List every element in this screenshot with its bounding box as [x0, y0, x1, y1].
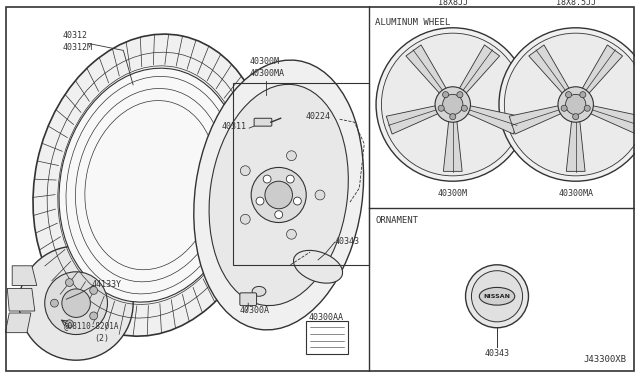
Circle shape [504, 33, 640, 176]
Text: ORNAMENT: ORNAMENT [375, 216, 418, 225]
Text: 40300MA: 40300MA [558, 189, 593, 198]
Circle shape [381, 33, 524, 176]
Text: 40311: 40311 [221, 122, 246, 131]
Text: 40343: 40343 [335, 237, 360, 246]
Circle shape [558, 87, 593, 122]
Polygon shape [590, 106, 640, 134]
Text: J43300XB: J43300XB [584, 355, 627, 364]
Circle shape [443, 92, 449, 98]
Circle shape [435, 87, 470, 122]
Text: 40300M: 40300M [438, 189, 468, 198]
Bar [234, 83, 369, 265]
Polygon shape [566, 121, 585, 171]
Circle shape [286, 175, 294, 183]
Text: 40300M: 40300M [249, 57, 279, 66]
Polygon shape [444, 121, 462, 171]
Text: NISSAN: NISSAN [483, 294, 511, 299]
Circle shape [263, 175, 271, 183]
Text: 40312M: 40312M [62, 42, 92, 52]
Ellipse shape [59, 68, 243, 302]
Polygon shape [12, 266, 36, 285]
Text: 40300A: 40300A [239, 306, 269, 315]
Circle shape [45, 272, 108, 334]
Circle shape [19, 246, 133, 360]
Text: 44133Y: 44133Y [92, 279, 122, 289]
Circle shape [443, 94, 463, 115]
Polygon shape [7, 288, 35, 311]
Circle shape [457, 92, 463, 98]
Circle shape [241, 214, 250, 224]
Text: 18X8.5JJ: 18X8.5JJ [556, 0, 596, 7]
Text: (2): (2) [94, 334, 109, 343]
Circle shape [65, 279, 74, 286]
Circle shape [376, 28, 529, 181]
Circle shape [561, 105, 567, 111]
Polygon shape [582, 45, 623, 94]
Circle shape [90, 286, 97, 294]
Circle shape [438, 105, 444, 111]
Text: 40300MA: 40300MA [249, 69, 284, 78]
Circle shape [256, 197, 264, 205]
Polygon shape [509, 106, 561, 134]
Circle shape [275, 211, 283, 219]
Circle shape [251, 167, 306, 222]
Circle shape [472, 271, 523, 322]
Ellipse shape [479, 288, 515, 305]
Circle shape [62, 289, 90, 317]
Circle shape [287, 230, 296, 239]
Polygon shape [5, 313, 31, 333]
Circle shape [580, 92, 586, 98]
Circle shape [584, 105, 590, 111]
Circle shape [315, 190, 325, 200]
Ellipse shape [194, 60, 364, 330]
Ellipse shape [294, 250, 342, 283]
Polygon shape [467, 106, 519, 134]
Ellipse shape [33, 34, 269, 336]
Polygon shape [459, 45, 500, 94]
Text: 18X8JJ: 18X8JJ [438, 0, 468, 7]
Text: 40312: 40312 [62, 31, 87, 40]
FancyBboxPatch shape [254, 118, 272, 126]
Circle shape [287, 151, 296, 161]
Text: 40343: 40343 [484, 349, 509, 358]
Text: 40300AA: 40300AA [308, 313, 343, 322]
Polygon shape [529, 45, 570, 94]
Circle shape [90, 312, 97, 320]
Circle shape [465, 265, 529, 328]
FancyBboxPatch shape [240, 293, 257, 306]
Text: @08110-8201A: @08110-8201A [64, 321, 120, 330]
Circle shape [65, 320, 74, 328]
Circle shape [450, 113, 456, 120]
Circle shape [51, 299, 58, 307]
Circle shape [573, 113, 579, 120]
Circle shape [461, 105, 467, 111]
Bar [306, 321, 348, 354]
Circle shape [294, 197, 301, 205]
Circle shape [265, 181, 292, 209]
Polygon shape [387, 106, 438, 134]
Ellipse shape [252, 286, 266, 296]
Circle shape [566, 94, 586, 115]
Ellipse shape [209, 84, 348, 305]
Text: 40224: 40224 [305, 112, 330, 121]
Circle shape [566, 92, 572, 98]
Polygon shape [406, 45, 447, 94]
Circle shape [499, 28, 640, 181]
Text: ALUMINUM WHEEL: ALUMINUM WHEEL [375, 18, 451, 27]
Circle shape [241, 166, 250, 176]
